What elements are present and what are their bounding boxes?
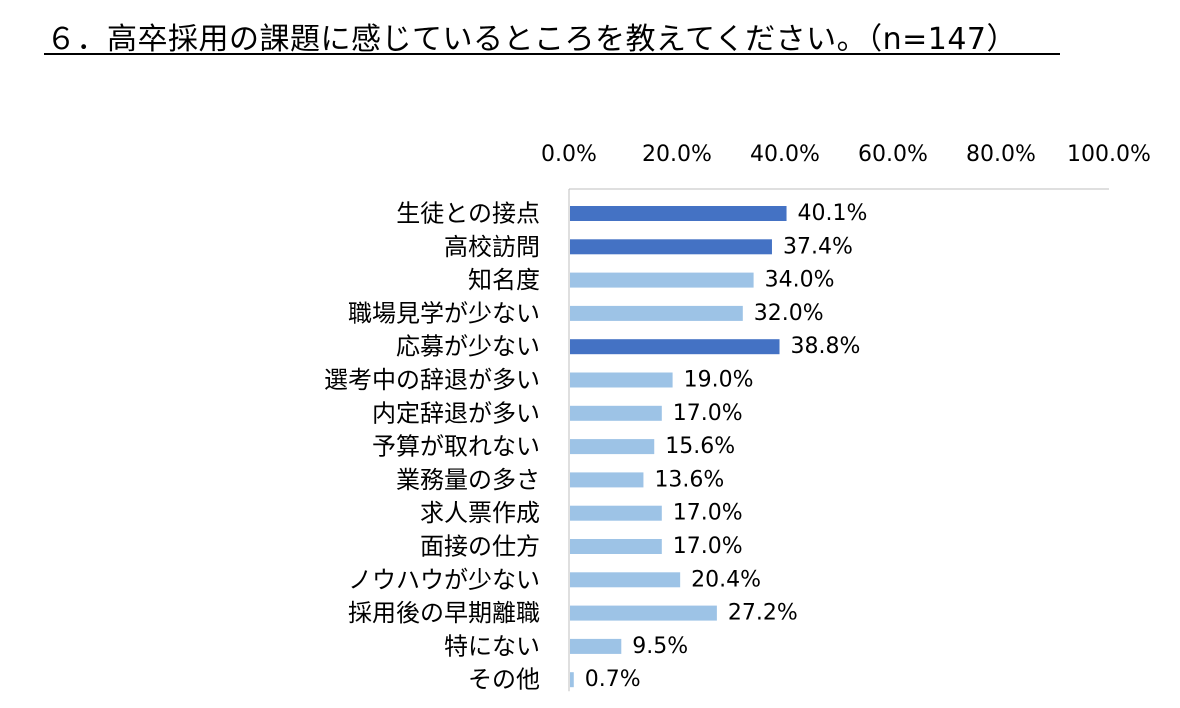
category-label: 求人票作成 xyxy=(420,499,540,527)
bar xyxy=(570,572,681,588)
category-label: 生徒との接点 xyxy=(396,200,540,228)
bar xyxy=(570,405,662,421)
data-label: 20.4% xyxy=(691,567,761,592)
data-label: 17.0% xyxy=(673,401,743,426)
category-label: 知名度 xyxy=(468,266,540,294)
bar xyxy=(570,439,655,455)
x-tick-label: 20.0% xyxy=(642,142,712,167)
data-label: 13.6% xyxy=(654,467,724,492)
data-label: 37.4% xyxy=(783,234,853,259)
data-label: 17.0% xyxy=(673,534,743,559)
category-label: 応募が少ない xyxy=(396,333,540,361)
bar xyxy=(570,305,743,321)
data-label: 34.0% xyxy=(765,268,835,293)
x-tick-label: 60.0% xyxy=(858,142,928,167)
data-label: 27.2% xyxy=(728,601,798,626)
data-label: 19.0% xyxy=(684,368,754,393)
bar xyxy=(570,272,754,288)
data-label: 0.7% xyxy=(585,667,641,692)
bar xyxy=(570,505,662,521)
data-label: 17.0% xyxy=(673,501,743,526)
x-tick-label: 100.0% xyxy=(1067,142,1151,167)
bar xyxy=(570,339,780,355)
x-tick-label: 0.0% xyxy=(541,142,597,167)
category-label: 職場見学が少ない xyxy=(348,299,540,327)
bar xyxy=(570,638,622,654)
title-underline xyxy=(44,53,1060,55)
category-label: 採用後の早期離職 xyxy=(348,599,540,627)
category-label: 選考中の辞退が多い xyxy=(324,366,540,394)
data-label: 9.5% xyxy=(632,634,688,659)
category-label: 予算が取れない xyxy=(372,433,540,461)
data-label: 40.1% xyxy=(798,201,868,226)
bar xyxy=(570,372,673,388)
category-label: 内定辞退が多い xyxy=(372,399,540,427)
bar xyxy=(570,206,787,221)
x-tick-label: 40.0% xyxy=(750,142,820,167)
bar xyxy=(570,672,574,688)
bar xyxy=(570,239,772,255)
bar xyxy=(570,539,662,554)
x-tick-label: 80.0% xyxy=(966,142,1036,167)
category-label: その他 xyxy=(468,666,540,694)
data-label: 15.6% xyxy=(665,434,735,459)
category-label: 特にない xyxy=(444,632,540,660)
data-label: 32.0% xyxy=(754,301,824,326)
category-label: 面接の仕方 xyxy=(420,533,540,561)
category-label: 高校訪問 xyxy=(444,233,540,261)
category-label: 業務量の多さ xyxy=(396,466,540,494)
bar xyxy=(570,605,717,621)
data-label: 38.8% xyxy=(791,334,861,359)
bar xyxy=(570,472,644,488)
category-label: ノウハウが少ない xyxy=(348,566,540,594)
page-title: ６．高卒採用の課題に感じているところを教えてください。（n=147） xyxy=(46,22,1018,57)
